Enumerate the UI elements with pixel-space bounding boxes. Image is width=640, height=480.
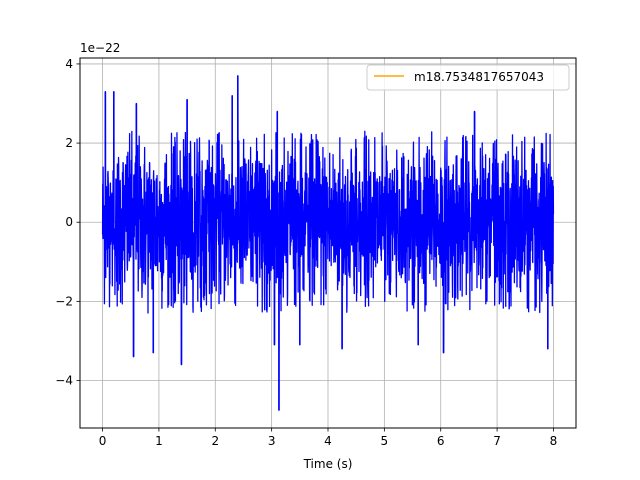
y-tick-label: −4 xyxy=(55,374,73,388)
x-tick-label: 7 xyxy=(493,434,501,448)
legend-label: m18.7534817657043 xyxy=(414,70,544,84)
legend-box xyxy=(366,64,570,91)
x-tick-label: 8 xyxy=(550,434,558,448)
x-axis: 0 1 2 3 4 5 6 7 8 xyxy=(99,428,558,448)
signal-line xyxy=(101,75,555,411)
x-tick-label: 0 xyxy=(99,434,107,448)
legend: m18.7534817657043 xyxy=(366,64,570,91)
x-tick-label: 6 xyxy=(437,434,445,448)
y-tick-label: −2 xyxy=(55,294,73,308)
x-tick-label: 3 xyxy=(268,434,276,448)
y-tick-label: 4 xyxy=(65,57,73,71)
x-tick-label: 2 xyxy=(211,434,219,448)
x-tick-label: 1 xyxy=(155,434,163,448)
y-tick-label: 2 xyxy=(65,136,73,150)
y-axis: −4 −2 0 2 4 xyxy=(55,57,80,388)
y-offset-text: 1e−22 xyxy=(80,41,120,55)
x-tick-label: 5 xyxy=(381,434,389,448)
y-tick-label: 0 xyxy=(65,215,73,229)
signal-series xyxy=(101,75,555,411)
x-tick-label: 4 xyxy=(324,434,332,448)
x-axis-label: Time (s) xyxy=(303,457,353,471)
